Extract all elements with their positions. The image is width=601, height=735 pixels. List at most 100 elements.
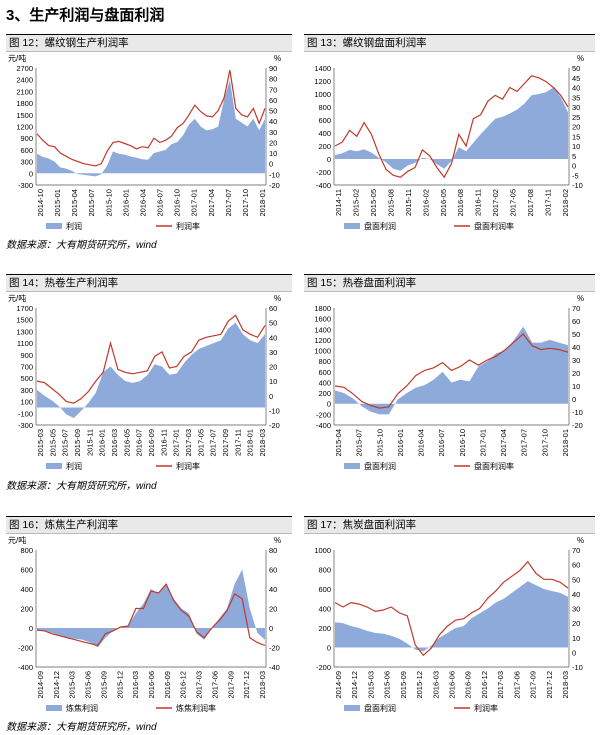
left-tick-label: 800	[318, 566, 331, 575]
chart-panel: 图 15：热卷盘面利润率% 1800 1600 1400 1200 1000 800 600 4…	[304, 274, 595, 474]
left-tick-label: 800	[318, 357, 331, 366]
right-tick-label: 0	[269, 392, 273, 401]
right-tick-label: 20	[572, 123, 580, 132]
right-axis-unit: %	[577, 294, 584, 303]
right-tick-label: 50	[269, 107, 277, 116]
x-tick-label: 2015-10	[104, 189, 113, 217]
x-tick-label: 2017-10	[241, 189, 250, 217]
x-tick-label: 2015-02	[351, 189, 360, 217]
right-tick-label: 50	[572, 64, 580, 73]
right-tick-label: 40	[269, 333, 277, 342]
left-tick-label: 1300	[16, 327, 33, 336]
x-tick-label: 2014-12	[52, 671, 61, 699]
x-tick-label: 2016-07	[156, 189, 165, 217]
legend-swatch-area	[344, 463, 360, 469]
x-tick-label: 2015-12	[115, 671, 124, 699]
x-tick-label: 2016-11	[159, 429, 168, 456]
right-tick-label: 10	[269, 377, 277, 386]
x-tick-label: 2017-10	[540, 429, 549, 457]
left-tick-label: 700	[20, 363, 33, 372]
chart-panel: 图 13：螺纹钢盘面利润率% 1400 1200 1000 800 600 400 200 0-…	[304, 34, 595, 234]
legend-label: 盘面利润	[364, 221, 396, 231]
right-tick-label: 30	[572, 103, 580, 112]
right-tick-label: -40	[269, 663, 280, 672]
left-tick-label: 1500	[16, 111, 33, 120]
right-tick-label: 45	[572, 74, 580, 83]
x-tick-label: 2018-03	[258, 671, 267, 699]
x-tick-label: 2017-07	[209, 429, 218, 457]
x-tick-label: 2014-09	[36, 671, 45, 699]
left-tick-label: -400	[316, 421, 331, 430]
x-tick-label: 2017-11	[233, 429, 242, 456]
right-tick-label: 60	[269, 96, 277, 105]
right-tick-label: 10	[269, 149, 277, 158]
left-tick-label: -400	[18, 663, 33, 672]
chart-svg: %1400120010008006004002000-200-400504540…	[314, 54, 584, 231]
chart-svg: 元/吨 %8006004002000-200-400806040200-20-40…	[8, 535, 281, 713]
x-tick-label: 2018-01	[258, 189, 267, 217]
x-tick-label: 2017-01	[478, 429, 487, 457]
left-tick-label: 0	[29, 169, 33, 178]
x-tick-label: 2017-01	[190, 189, 199, 217]
chart-title: 图 13：螺纹钢盘面利润率	[304, 34, 595, 52]
right-tick-label: 0	[269, 624, 273, 633]
right-tick-label: 25	[572, 113, 580, 122]
left-tick-label: -300	[18, 181, 33, 190]
left-tick-label: 800	[318, 103, 331, 112]
left-tick-label: 0	[29, 624, 33, 633]
left-tick-label: 600	[318, 368, 331, 377]
x-tick-label: 2018-01	[561, 429, 570, 457]
x-tick-label: 2015-08	[386, 189, 395, 217]
left-tick-label: 200	[318, 389, 331, 398]
left-tick-label: 600	[318, 116, 331, 125]
left-tick-label: 1200	[16, 123, 33, 132]
right-tick-label: 35	[572, 93, 580, 102]
x-tick-label: 2016-01	[396, 429, 405, 457]
x-tick-label: 2016-04	[138, 189, 147, 217]
x-tick-label: 2014-12	[350, 671, 359, 699]
right-tick-label: 40	[269, 585, 277, 594]
left-tick-label: -200	[316, 168, 331, 177]
series-line-盘面利润率	[334, 333, 569, 409]
x-tick-label: 2015-11	[85, 429, 94, 456]
series-area-利润	[37, 322, 265, 418]
right-tick-label: 50	[572, 575, 580, 584]
x-tick-label: 2016-07	[437, 429, 446, 457]
right-axis-unit: %	[274, 54, 281, 63]
chart-title: 图 16：炼焦生产利润率	[6, 516, 292, 534]
legend-label: 利润	[66, 461, 82, 471]
right-tick-label: -10	[572, 408, 583, 417]
x-tick-label: 2017-12	[242, 671, 251, 699]
chart-panel: 图 14：热卷生产利润率 元/吨% 1700 1500 1300 1100 900 700 50…	[6, 274, 292, 474]
x-tick-label: 2016-09	[163, 671, 172, 699]
x-tick-label: 2016-02	[421, 189, 430, 217]
x-tick-label: 2015-09	[99, 671, 108, 699]
left-tick-label: 300	[20, 386, 33, 395]
right-axis-unit: %	[274, 536, 281, 545]
left-tick-label: 400	[20, 585, 33, 594]
x-tick-label: 2016-04	[417, 429, 426, 457]
x-tick-label: 2017-03	[496, 671, 505, 699]
series-line-利润率	[36, 69, 266, 167]
x-tick-label: 2017-02	[491, 189, 500, 217]
right-tick-label: -10	[572, 663, 583, 672]
x-tick-label: 2016-05	[122, 429, 131, 457]
x-tick-label: 2016-07	[135, 429, 144, 457]
left-tick-label: 1100	[17, 339, 33, 348]
data-source-note: 数据来源：大有期货研究所，wind	[6, 481, 157, 492]
left-tick-label: 200	[318, 142, 331, 151]
x-tick-label: 2016-01	[121, 189, 130, 217]
x-tick-label: 2017-03	[184, 429, 193, 457]
right-tick-label: -10	[572, 181, 583, 190]
chart-svg: 元/吨 %1700150013001100900700500300100-100-…	[8, 293, 281, 471]
legend-label: 利润率	[176, 461, 200, 471]
right-tick-label: 70	[269, 85, 277, 94]
left-axis-unit: 元/吨	[8, 293, 26, 303]
x-tick-label: 2014-10	[36, 189, 45, 217]
right-tick-label: -10	[269, 170, 280, 179]
left-tick-label: 1700	[16, 304, 33, 313]
right-axis-unit: %	[577, 54, 584, 63]
left-tick-label: 1200	[314, 336, 331, 345]
right-tick-label: 80	[269, 546, 277, 555]
left-tick-label: 600	[318, 585, 331, 594]
